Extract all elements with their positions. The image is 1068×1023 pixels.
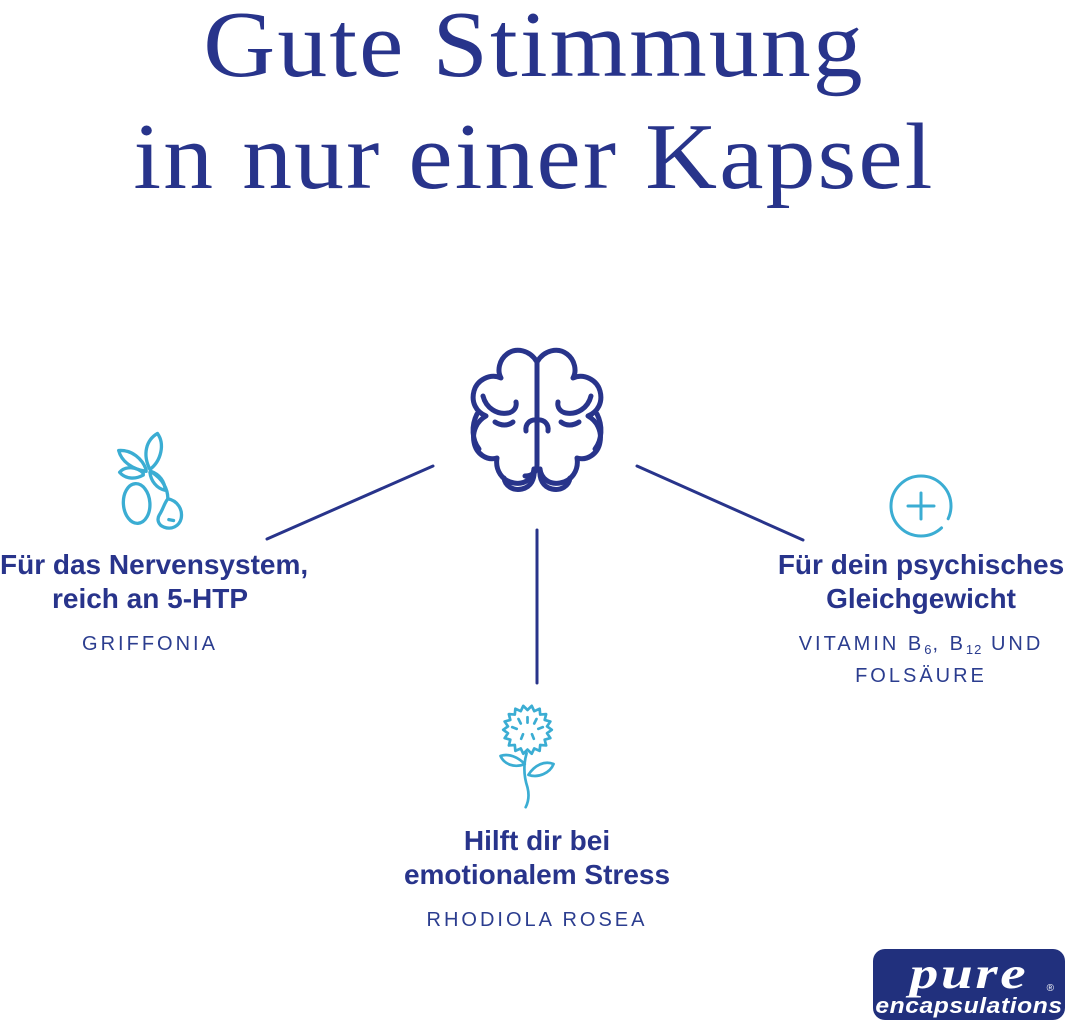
logo-brand-text: pure — [909, 949, 1029, 998]
rhodiola-flower-icon — [499, 704, 555, 809]
vitamin-b6-subscript: 6 — [924, 642, 933, 657]
vitamin-text: VITAMIN B — [798, 633, 925, 655]
vitamin-b12-subscript: 12 — [965, 642, 983, 657]
node-vitamins-heading-line2: Gleichgewicht — [826, 583, 1016, 614]
title-line-2: in nur einer Kapsel — [133, 105, 935, 209]
logo-subbrand-text: encapsulations — [875, 993, 1063, 1018]
node-rhodiola-sublabel: RHODIOLA ROSEA — [426, 909, 648, 931]
pure-encapsulations-logo: pure encapsulations ® — [873, 949, 1065, 1020]
node-rhodiola: Hilft dir bei emotionalem Stress RHODIOL… — [387, 824, 687, 934]
griffonia-seeds-icon — [117, 431, 184, 530]
node-vitamins-heading-line1: Für dein psychisches — [777, 549, 1065, 580]
node-griffonia-sublabel: GRIFFONIA — [82, 633, 218, 655]
registered-trademark-icon: ® — [1046, 983, 1054, 994]
node-griffonia: Für das Nervensystem, reich an 5-HTP GRI… — [0, 548, 309, 658]
folsaeure-text: FOLSÄURE — [855, 665, 987, 687]
plus-circle-icon — [889, 474, 953, 538]
node-vitamins-heading: Für dein psychisches Gleichgewicht — [771, 548, 1068, 616]
node-griffonia-heading-line2: reich an 5-HTP — [51, 583, 249, 614]
node-griffonia-heading-line1: Für das Nervensystem, — [0, 549, 309, 580]
node-vitamins: Für dein psychisches Gleichgewicht VITAM… — [771, 548, 1068, 690]
node-rhodiola-heading: Hilft dir bei emotionalem Stress — [387, 824, 687, 892]
vitamin-text: UND — [982, 633, 1044, 655]
node-vitamins-sublabel: VITAMIN B6, B12 UND FOLSÄURE — [771, 631, 1068, 690]
title-line-1: Gute Stimmung — [203, 0, 865, 97]
brain-icon — [470, 346, 617, 506]
node-rhodiola-heading-line1: Hilft dir bei — [463, 825, 611, 856]
node-rhodiola-heading-line2: emotionalem Stress — [403, 859, 671, 890]
node-griffonia-heading: Für das Nervensystem, reich an 5-HTP — [0, 548, 309, 616]
vitamin-text: , B — [932, 633, 966, 655]
connector-right-line — [635, 464, 805, 542]
connector-left-line — [265, 464, 435, 541]
page-title: Gute Stimmung in nur einer Kapsel — [0, 0, 1068, 213]
